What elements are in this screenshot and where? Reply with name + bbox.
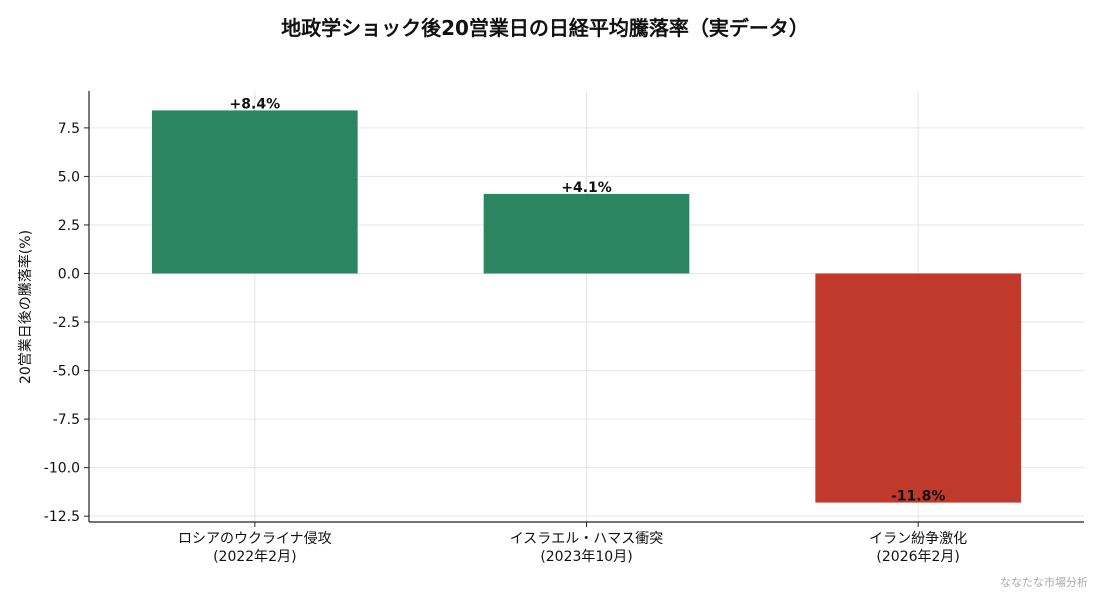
axes-layer: 7.5 5.0 2.5 0.0 -2.5 -5.0 -7.5 -10.0 -12.5 ロシアのウク… bbox=[44, 91, 1084, 565]
bar bbox=[815, 273, 1021, 503]
bar-value-label: +8.4% bbox=[230, 96, 281, 112]
bar bbox=[483, 193, 690, 274]
y-tick-label: 2.5 bbox=[58, 218, 80, 234]
y-tick-label: 7.5 bbox=[58, 121, 80, 137]
x-tick-label-line: (2026年2月) bbox=[876, 549, 959, 565]
bar-value-label: -11.8% bbox=[891, 489, 945, 505]
y-tick-label: 0.0 bbox=[58, 266, 80, 282]
y-axis-label: 20営業日後の騰落率(%) bbox=[17, 230, 34, 384]
x-tick-label-line: (2022年2月) bbox=[213, 549, 296, 565]
y-tick-label: -12.5 bbox=[44, 509, 80, 525]
y-tick-label: -2.5 bbox=[53, 315, 80, 331]
bars-layer bbox=[152, 110, 1021, 503]
bar bbox=[152, 110, 358, 274]
x-tick-label-line: イラン紛争激化 bbox=[869, 530, 967, 547]
bar-value-label: +4.1% bbox=[561, 180, 612, 196]
watermark-text: ななたな市場分析 bbox=[1000, 575, 1088, 589]
x-tick-label-line: ロシアのウクライナ侵攻 bbox=[178, 530, 332, 547]
y-tick-label: -10.0 bbox=[44, 461, 80, 477]
chart-title: 地政学ショック後20営業日の日経平均騰落率（実データ） bbox=[281, 16, 809, 40]
x-tick-label-line: イスラエル・ハマス衝突 bbox=[510, 531, 664, 547]
x-tick-label: イラン紛争激化 (2026年2月) bbox=[869, 530, 967, 565]
labels-layer: +8.4% +4.1% -11.8% bbox=[230, 96, 946, 504]
y-tick-label: -5.0 bbox=[53, 364, 80, 380]
x-tick-label-line: (2023年10月) bbox=[540, 549, 632, 565]
y-tick-label: 5.0 bbox=[58, 169, 80, 185]
y-tick-label: -7.5 bbox=[53, 412, 80, 428]
x-tick-label: イスラエル・ハマス衝突 (2023年10月) bbox=[510, 531, 664, 565]
x-tick-label: ロシアのウクライナ侵攻 (2022年2月) bbox=[178, 530, 332, 565]
